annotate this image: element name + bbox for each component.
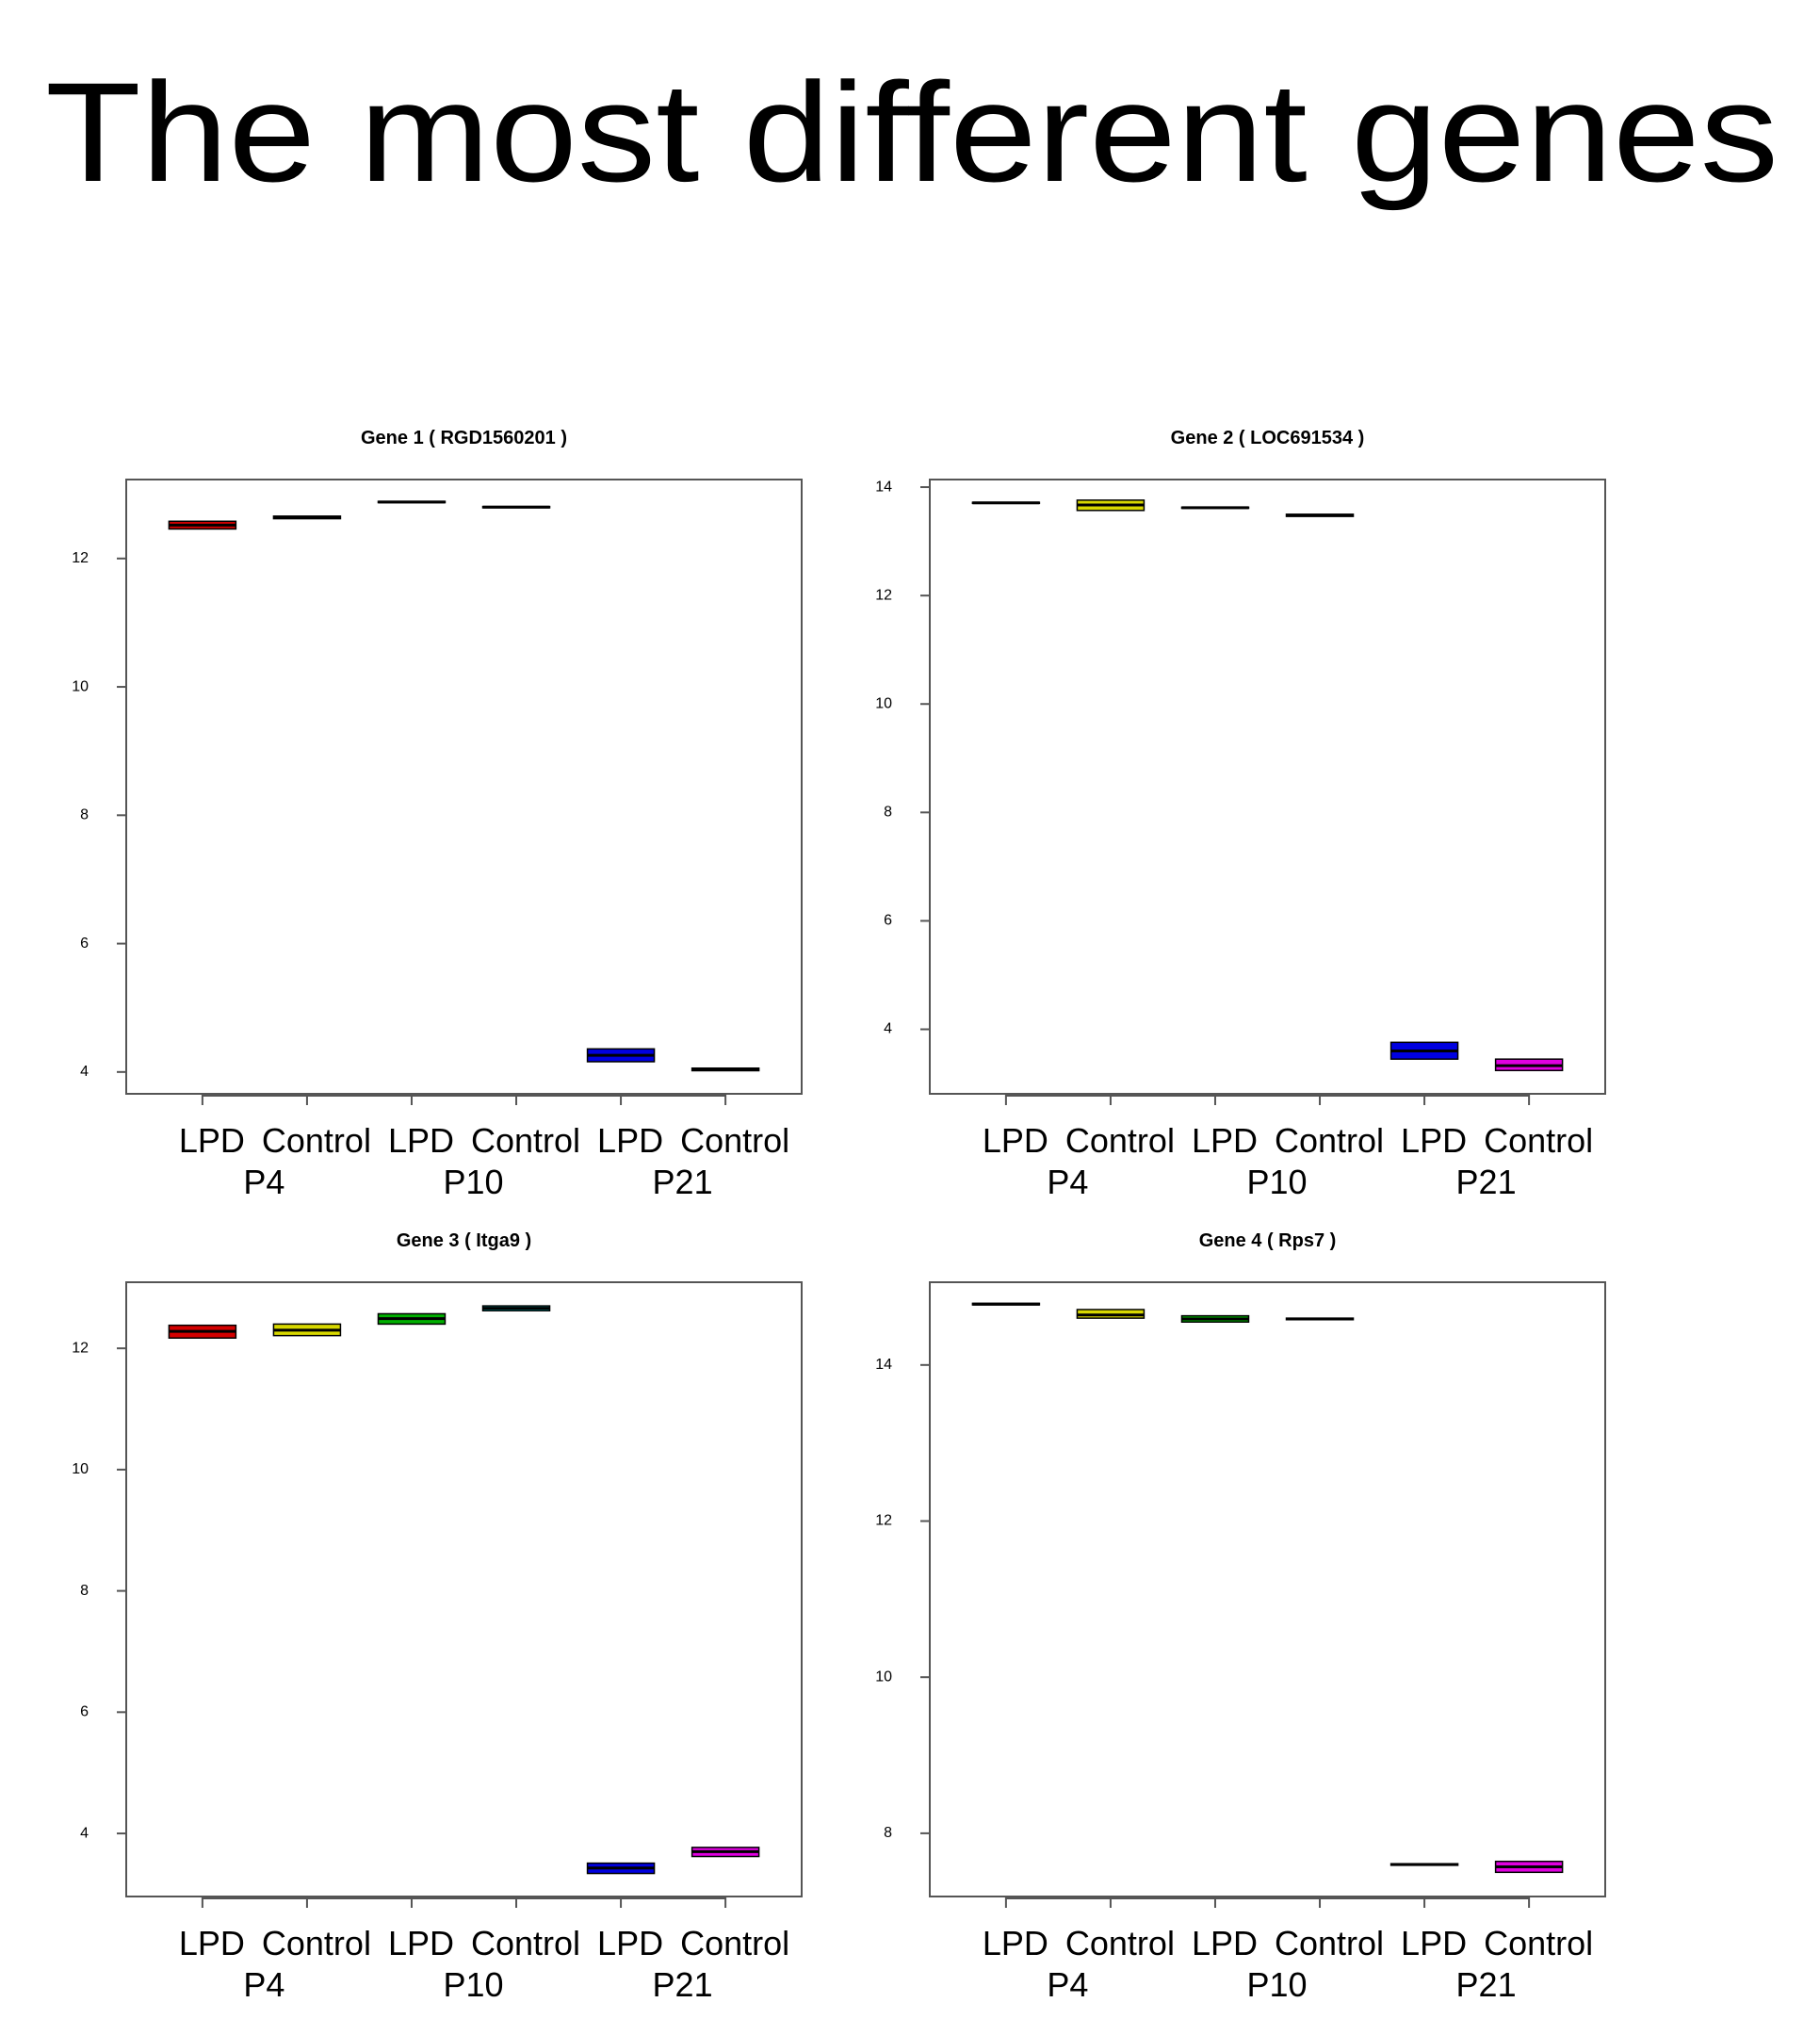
- x-tick-label: LPD: [597, 1924, 663, 1962]
- x-tick-label: Control: [680, 1121, 789, 1160]
- y-tick-label: 8: [80, 807, 89, 823]
- group-label: P4: [1047, 1163, 1088, 1201]
- y-tick-label: 12: [875, 587, 892, 603]
- x-tick-label: LPD: [388, 1924, 454, 1962]
- x-tick-label: Control: [1484, 1924, 1593, 1962]
- x-tick-label: Control: [1275, 1121, 1384, 1160]
- group-label: P4: [243, 1965, 284, 2004]
- group-label: P4: [243, 1163, 284, 1201]
- x-tick-label: LPD: [1192, 1924, 1258, 1962]
- x-tick-label: LPD: [983, 1924, 1048, 1962]
- group-label: P4: [1047, 1965, 1088, 2004]
- y-tick-label: 8: [884, 1825, 892, 1841]
- group-label: P10: [1246, 1163, 1307, 1201]
- x-tick-label: Control: [1484, 1121, 1593, 1160]
- group-label: P10: [443, 1163, 503, 1201]
- x-tick-label: Control: [1065, 1121, 1175, 1160]
- x-tick-label: Control: [262, 1924, 371, 1962]
- group-label: P21: [1456, 1163, 1517, 1201]
- y-tick-label: 12: [72, 550, 89, 566]
- y-tick-label: 4: [80, 1064, 89, 1080]
- plot-frame: [929, 479, 1606, 1095]
- chart-title: Gene 1 ( RGD1560201 ): [361, 428, 567, 448]
- y-tick-label: 10: [72, 678, 89, 694]
- x-tick-label: Control: [680, 1924, 789, 1962]
- group-label: P10: [1246, 1965, 1307, 2004]
- y-tick-label: 4: [80, 1825, 89, 1841]
- x-tick-label: Control: [262, 1121, 371, 1160]
- y-tick-label: 6: [884, 913, 892, 929]
- x-tick-label: LPD: [1401, 1121, 1467, 1160]
- x-tick-label: LPD: [597, 1121, 663, 1160]
- group-label: P21: [1456, 1965, 1517, 2004]
- plot-frame: [929, 1281, 1606, 1897]
- x-tick-label: Control: [471, 1121, 580, 1160]
- x-tick-label: Control: [1065, 1924, 1175, 1962]
- group-label: P10: [443, 1965, 503, 2004]
- y-tick-label: 12: [875, 1513, 892, 1529]
- x-tick-label: LPD: [983, 1121, 1048, 1160]
- y-tick-label: 6: [80, 1704, 89, 1720]
- x-tick-label: LPD: [179, 1121, 245, 1160]
- y-tick-label: 6: [80, 936, 89, 952]
- slide-title: The most different genes: [45, 53, 1779, 211]
- chart-title: Gene 3 ( Itga9 ): [397, 1230, 531, 1251]
- y-tick-label: 8: [884, 805, 892, 821]
- x-tick-label: LPD: [179, 1924, 245, 1962]
- y-tick-label: 10: [72, 1461, 89, 1477]
- x-tick-label: Control: [471, 1924, 580, 1962]
- y-tick-label: 10: [875, 1669, 892, 1685]
- chart-title: Gene 4 ( Rps7 ): [1199, 1230, 1337, 1251]
- group-label: P21: [653, 1965, 713, 2004]
- x-tick-label: LPD: [1401, 1924, 1467, 1962]
- x-tick-label: Control: [1275, 1924, 1384, 1962]
- y-tick-label: 14: [875, 479, 892, 495]
- x-tick-label: LPD: [388, 1121, 454, 1160]
- y-tick-label: 12: [72, 1340, 89, 1356]
- plot-frame: [125, 1281, 803, 1897]
- group-label: P21: [653, 1163, 713, 1201]
- chart-title: Gene 2 ( LOC691534 ): [1171, 428, 1365, 448]
- y-tick-label: 10: [875, 695, 892, 711]
- plot-frame: [125, 479, 803, 1095]
- y-tick-label: 8: [80, 1583, 89, 1599]
- y-tick-label: 14: [875, 1357, 892, 1373]
- y-tick-label: 4: [884, 1021, 892, 1037]
- x-tick-label: LPD: [1192, 1121, 1258, 1160]
